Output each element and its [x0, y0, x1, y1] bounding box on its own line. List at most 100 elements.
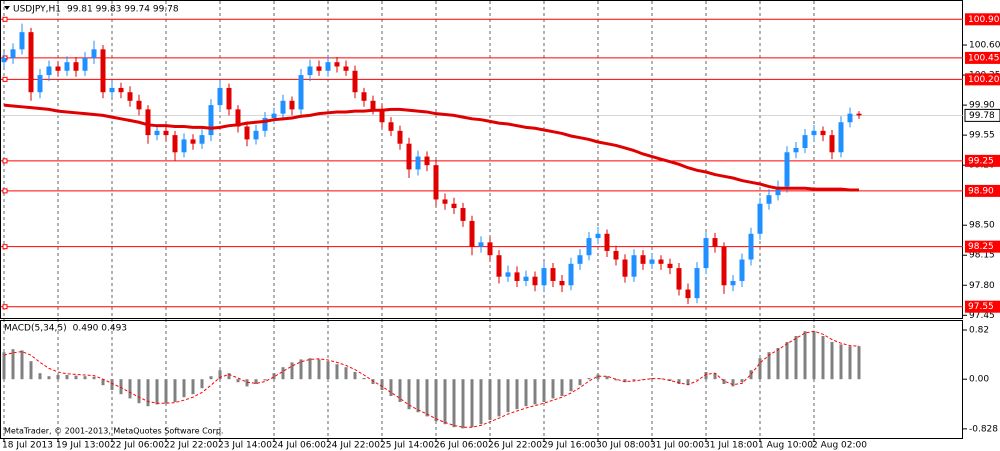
- candle-body: [496, 255, 502, 277]
- macd-bar: [47, 376, 51, 380]
- macd-bar: [596, 374, 600, 380]
- candle-body: [289, 100, 295, 110]
- y-tick-label: 97.45: [969, 311, 995, 321]
- macd-bar: [11, 349, 15, 380]
- macd-bar: [173, 379, 177, 402]
- hline-label-box: [965, 154, 1000, 167]
- macd-bar: [767, 352, 771, 380]
- macd-bar: [587, 378, 591, 380]
- macd-bar: [704, 372, 708, 380]
- candle-body: [460, 208, 466, 221]
- last-price-box: [964, 108, 1000, 122]
- macd-bar: [164, 379, 168, 404]
- macd-bar: [695, 379, 699, 380]
- candle-body: [334, 62, 340, 67]
- macd-bar: [686, 379, 690, 386]
- macd-bar: [299, 359, 303, 380]
- macd-bar: [632, 379, 636, 381]
- candle-body: [406, 143, 412, 170]
- macd-bar: [92, 376, 96, 380]
- candle-body: [271, 113, 277, 118]
- macd-bar: [83, 376, 87, 380]
- x-tick-label: 18 Jul 2013: [2, 441, 53, 451]
- candle-body: [388, 122, 394, 131]
- macd-bar: [785, 342, 789, 380]
- candle-body: [109, 87, 115, 93]
- macd-bar: [20, 350, 24, 380]
- candle-body: [838, 122, 844, 153]
- macd-bar: [803, 331, 807, 380]
- candle-body: [37, 75, 43, 93]
- x-tick-label: 2 Aug 02:00: [812, 441, 867, 451]
- macd-bar: [524, 379, 528, 407]
- candle-body: [793, 147, 799, 153]
- candle-body: [604, 233, 610, 251]
- macd-bar: [74, 375, 78, 380]
- candle-body: [523, 276, 529, 281]
- candle-body: [127, 92, 133, 101]
- macd-bar: [101, 379, 105, 386]
- candle-body: [235, 109, 241, 127]
- candle-body: [694, 268, 700, 299]
- macd-bar: [461, 379, 465, 429]
- macd-bar: [236, 379, 240, 383]
- candle-body: [361, 92, 367, 101]
- candle-body: [154, 130, 160, 136]
- hline-label: 100.20: [968, 75, 1000, 85]
- candle-body: [505, 272, 511, 277]
- macd-bar: [731, 379, 735, 387]
- panel-subtitle: 99.81 99.83 99.74 99.78: [67, 5, 179, 15]
- candle-body: [208, 105, 214, 136]
- macd-bar: [830, 342, 834, 380]
- x-tick-label: 31 Jul 00:00: [650, 441, 704, 451]
- candle-body: [541, 268, 547, 286]
- hline-marker: [2, 188, 8, 194]
- candle-body: [649, 259, 655, 264]
- candle-body: [451, 203, 457, 209]
- y-tick-label: -0.828: [969, 424, 998, 434]
- candle-body: [352, 70, 358, 93]
- panel-subtitle: 0.490 0.493: [73, 324, 127, 334]
- candle-body: [136, 100, 142, 110]
- x-tick-label: 26 Jul 22:00: [488, 441, 542, 451]
- candle-body: [343, 66, 349, 71]
- candle-body: [658, 259, 664, 264]
- panel-title: MACD(5,34,5): [4, 324, 67, 334]
- price-panel: [0, 0, 963, 319]
- macd-bar: [614, 379, 618, 381]
- x-tick-label: 19 Jul 13:00: [56, 441, 110, 451]
- y-tick-label: 99.90: [969, 101, 995, 111]
- candle-body: [667, 263, 673, 269]
- candle-body: [397, 130, 403, 144]
- y-tick-label: 98.50: [969, 221, 995, 231]
- candle-body: [199, 135, 205, 144]
- candle-body: [370, 100, 376, 110]
- macd-bar: [344, 367, 348, 380]
- last-price-label: 99.78: [969, 111, 995, 121]
- hline-label: 98.25: [968, 242, 994, 252]
- candle-body: [568, 263, 574, 286]
- candle-body: [316, 66, 322, 71]
- candle-body: [856, 113, 862, 116]
- macd-bar: [353, 372, 357, 380]
- candle-body: [181, 139, 187, 153]
- hline-marker: [2, 16, 8, 22]
- macd-bar: [128, 379, 132, 399]
- candle-body: [424, 156, 430, 166]
- candle-body: [55, 66, 61, 71]
- macd-bar: [533, 379, 537, 405]
- macd-bar: [659, 378, 663, 380]
- candle-body: [163, 130, 169, 136]
- candle-body: [28, 32, 34, 93]
- y-tick-label: 98.15: [969, 251, 995, 261]
- macd-bar: [119, 379, 123, 395]
- hline-marker: [2, 76, 8, 82]
- macd-bar: [452, 379, 456, 428]
- macd-bar: [110, 379, 114, 390]
- candle-body: [73, 62, 79, 71]
- y-tick-label: 99.55: [969, 131, 995, 141]
- candle-body: [226, 87, 232, 110]
- hline-label-box: [965, 300, 1000, 313]
- macd-bar: [776, 348, 780, 380]
- macd-bar: [623, 379, 627, 383]
